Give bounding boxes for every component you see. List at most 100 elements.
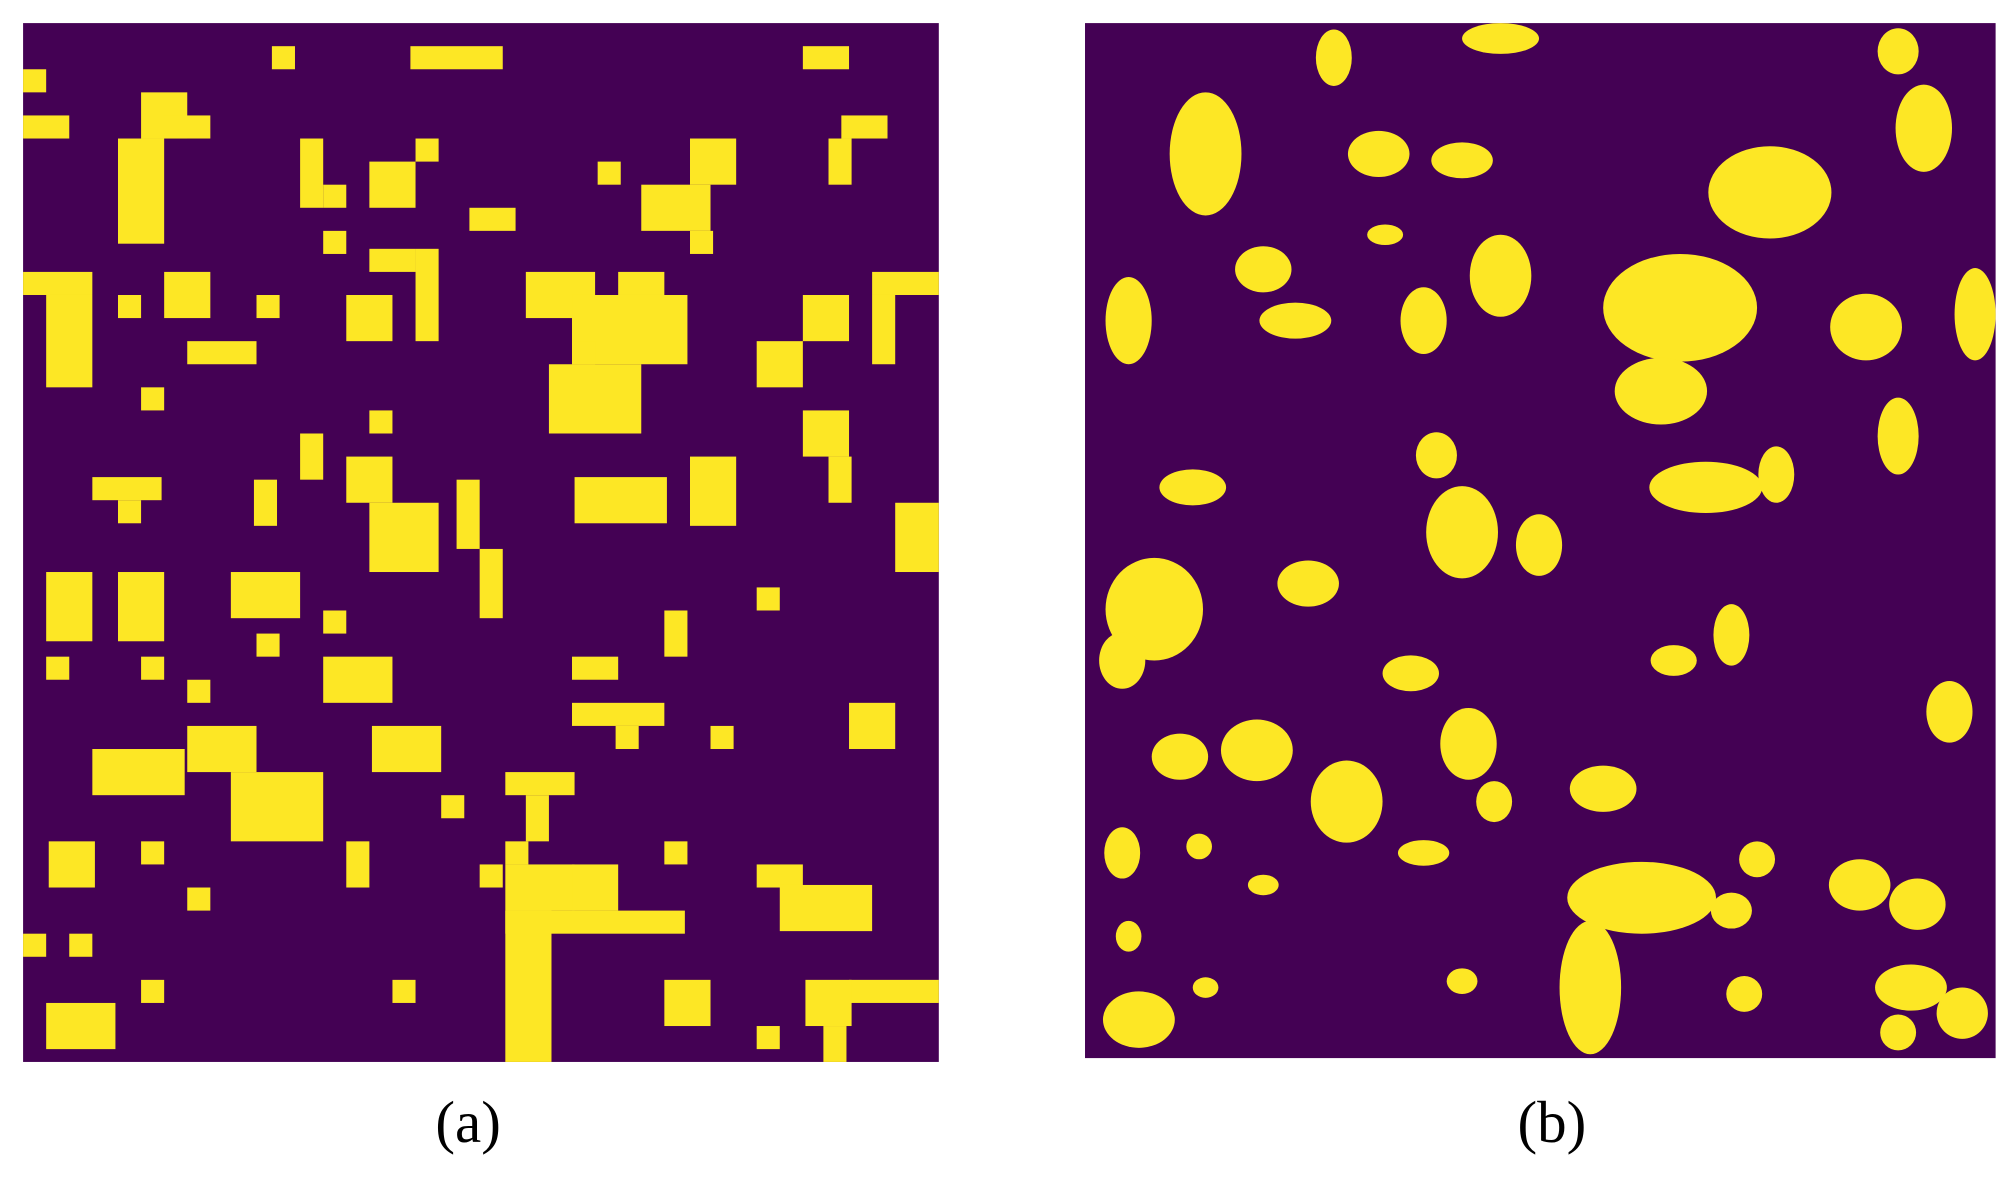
pattern-cell [756, 587, 780, 611]
pattern-cell [1649, 461, 1763, 514]
pattern-cell [1247, 874, 1279, 896]
pattern-cell [1310, 760, 1383, 843]
pattern-cell [117, 138, 165, 244]
pattern-cell [1426, 486, 1498, 579]
pattern-cell [46, 572, 93, 642]
pattern-cell [895, 502, 939, 573]
pattern-cell [323, 656, 393, 703]
pattern-cell [117, 294, 142, 319]
pattern-cell [1115, 920, 1142, 952]
pattern-cell [1875, 964, 1947, 1011]
pattern-cell [505, 910, 552, 1062]
pattern-cell [1758, 446, 1795, 503]
pattern-cell [1415, 432, 1457, 479]
pattern-cell [572, 341, 596, 365]
pattern-cell [689, 456, 737, 526]
pattern-cell [689, 138, 737, 185]
pattern-cell [1708, 146, 1832, 239]
pattern-cell [1889, 878, 1946, 930]
pattern-cell [828, 138, 852, 185]
pattern-cell [323, 230, 347, 254]
panel-a-pattern [23, 46, 939, 1062]
pattern-cell [505, 772, 575, 796]
pattern-cell [1315, 29, 1352, 86]
pattern-cell [1469, 234, 1532, 317]
pattern-cell [572, 864, 619, 911]
pattern-cell [802, 410, 850, 457]
pattern-cell [1926, 681, 1973, 743]
pattern-cell [1105, 277, 1152, 365]
pattern-cell [525, 795, 549, 842]
pattern-cell [1603, 253, 1758, 362]
pattern-cell [392, 979, 416, 1003]
pattern-cell [23, 933, 47, 957]
pattern-cell [323, 184, 347, 208]
pattern-cell [1895, 84, 1953, 172]
pattern-cell [805, 979, 852, 1027]
pattern-cell [1569, 765, 1637, 812]
pattern-cell [802, 46, 850, 70]
pattern-cell [23, 69, 47, 93]
pattern-cell [1259, 302, 1332, 339]
panel-b [1085, 23, 1996, 1059]
pattern-cell [1936, 987, 1988, 1039]
pattern-cell [1739, 841, 1776, 878]
pattern-cell [1877, 28, 1919, 75]
pattern-cell [1713, 604, 1750, 666]
pattern-cell [1104, 827, 1141, 879]
pattern-cell [1726, 976, 1763, 1012]
pattern-cell [415, 248, 439, 342]
pattern-cell [69, 933, 93, 957]
pattern-cell [1559, 920, 1622, 1055]
pattern-cell [849, 979, 939, 1003]
pattern-cell [849, 702, 896, 750]
pattern-cell [46, 294, 93, 388]
pattern-cell [1382, 655, 1439, 692]
pattern-cell [92, 749, 185, 796]
pattern-cell [756, 864, 803, 888]
pattern-cell [823, 1026, 847, 1062]
pattern-cell [92, 477, 162, 501]
pattern-cell [1567, 861, 1717, 934]
pattern-cell [48, 841, 95, 888]
pattern-cell [1614, 357, 1708, 425]
pattern-cell [141, 656, 165, 680]
pattern-cell [469, 207, 516, 231]
pattern-cell [1159, 469, 1227, 506]
pattern-cell [300, 138, 324, 208]
panel-b-pattern [1099, 23, 1996, 1055]
pattern-cell [187, 341, 257, 365]
pattern-cell [415, 138, 439, 162]
pattern-cell [1650, 645, 1697, 676]
pattern-cell [1099, 632, 1146, 689]
pattern-cell [1151, 733, 1209, 780]
pattern-cell [187, 725, 257, 773]
pattern-cell [641, 184, 711, 231]
pattern-cell [187, 679, 211, 703]
pattern-cell [1877, 397, 1919, 475]
pattern-cell [479, 864, 503, 888]
pattern-cell [23, 115, 70, 139]
pattern-cell [618, 271, 665, 295]
pattern-cell [802, 294, 850, 342]
pattern-cell [664, 979, 711, 1027]
pattern-cell [1431, 142, 1493, 179]
pattern-cell [1186, 833, 1212, 860]
pattern-cell [1880, 1014, 1917, 1051]
pattern-cell [300, 433, 324, 480]
pattern-cell [410, 46, 503, 70]
pattern-cell [1476, 781, 1513, 823]
pattern-cell [371, 725, 442, 773]
pattern-cell [1400, 287, 1447, 354]
pattern-cell [1954, 268, 1996, 361]
pattern-cell [117, 572, 165, 642]
pattern-cell [756, 341, 803, 388]
pattern-cell [369, 502, 439, 573]
pattern-cell [1277, 560, 1339, 607]
pattern-cell [1347, 130, 1410, 177]
pattern-cell [46, 656, 70, 680]
pattern-cell [369, 161, 416, 208]
pattern-cell [346, 841, 370, 888]
